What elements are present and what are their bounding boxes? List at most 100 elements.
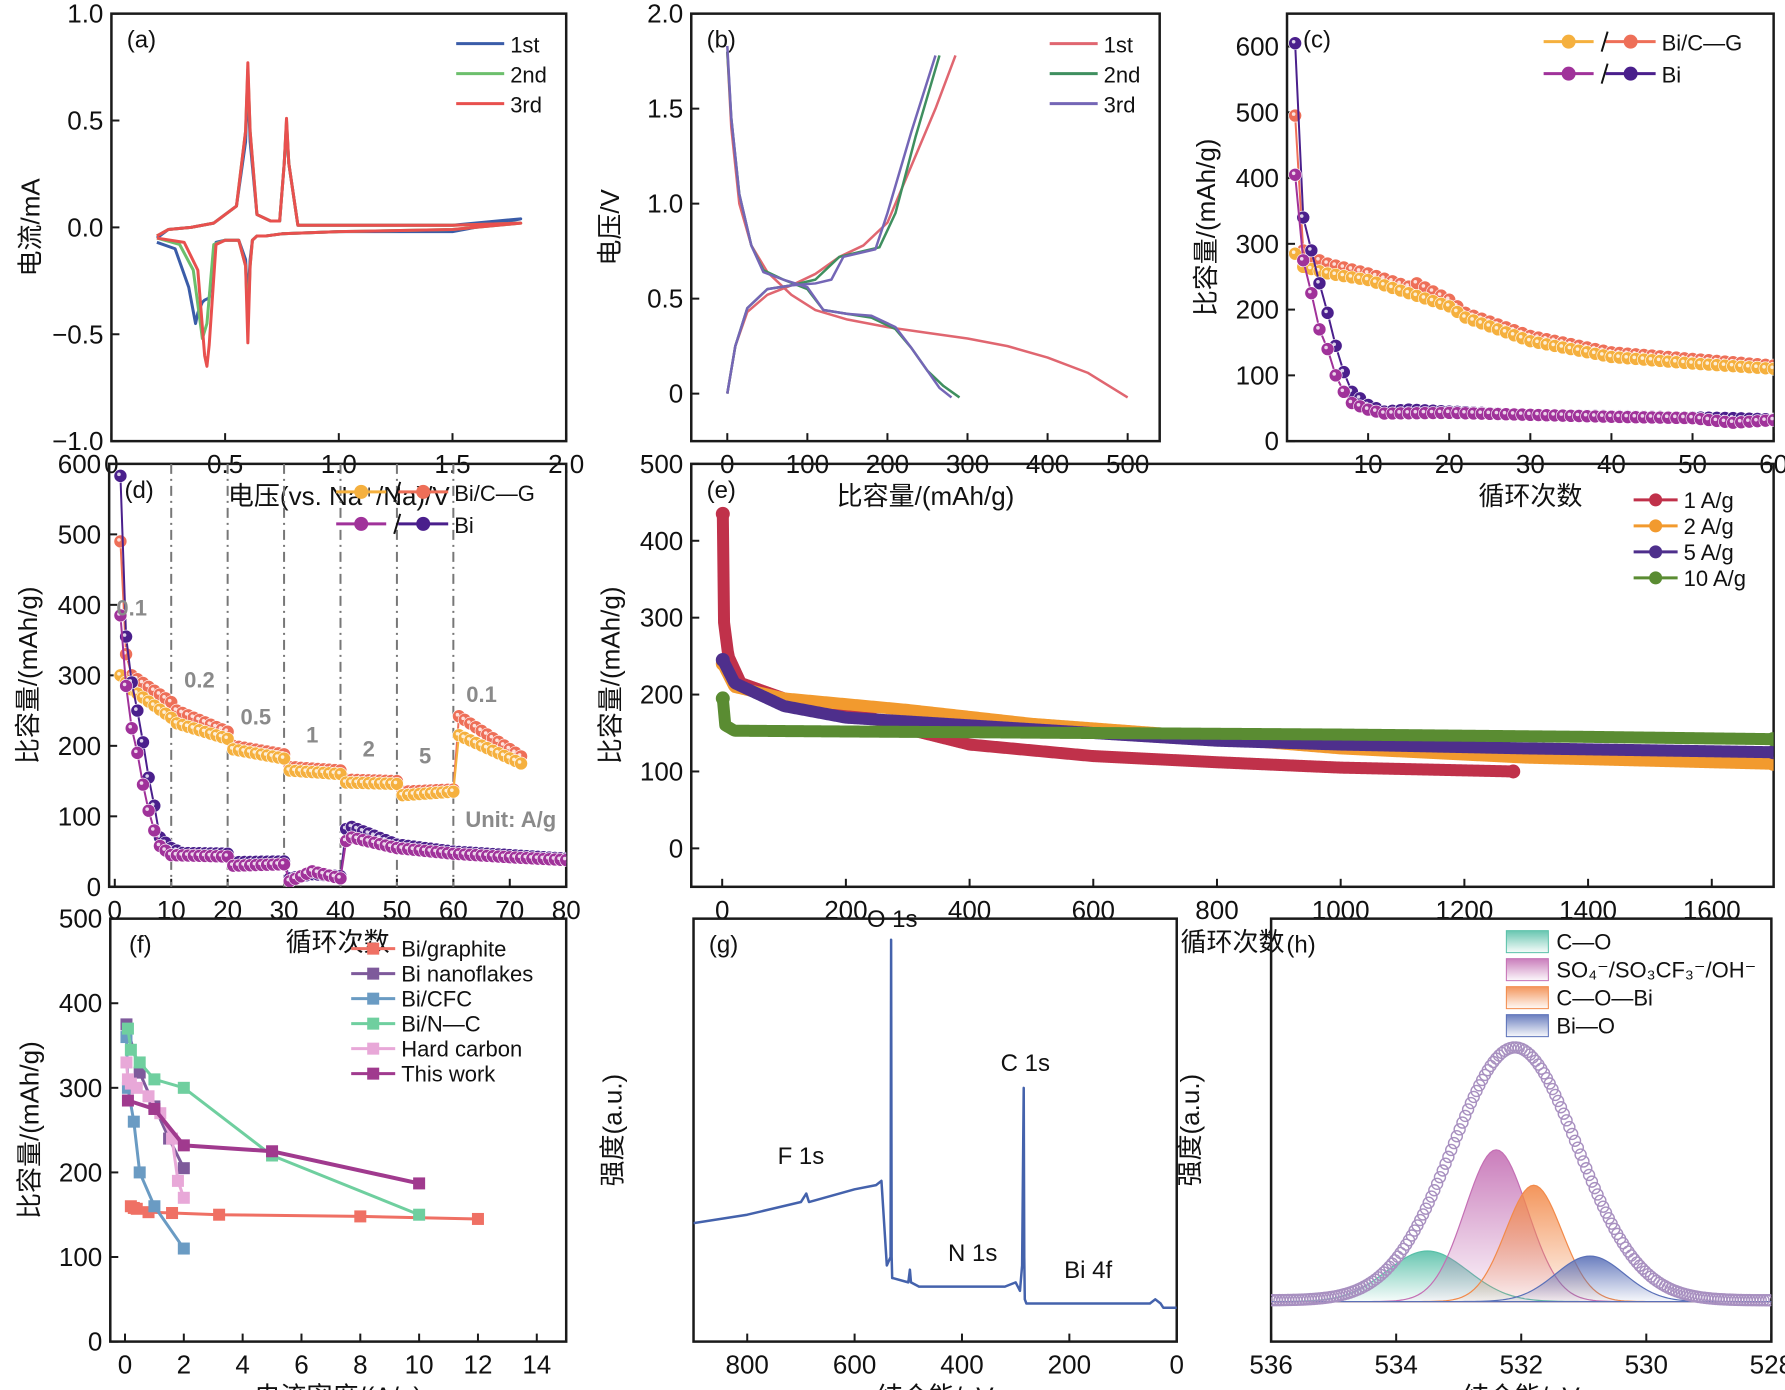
- data-point: [148, 1073, 161, 1086]
- x-tick-label: 14: [522, 1350, 551, 1380]
- legend-marker: [1623, 34, 1638, 49]
- data-point-highlight: [1502, 328, 1507, 333]
- data-point-highlight: [1543, 341, 1547, 345]
- legend-label: C—O: [1556, 930, 1611, 955]
- data-point: [147, 823, 162, 838]
- data-point: [715, 691, 730, 706]
- y-tick-label: 200: [58, 731, 101, 761]
- panel-g: 800 600 400 200 0 结合能/eV 强度(a.u.) (g) O 1s F 1s N …: [598, 906, 1184, 1390]
- data-point: [1766, 732, 1774, 747]
- data-point-highlight: [337, 770, 341, 775]
- plot-area: [120, 1018, 484, 1255]
- rate-label: 1: [306, 722, 318, 747]
- data-point-highlight: [506, 745, 511, 750]
- data-point-highlight: [1437, 409, 1442, 414]
- measured-data-point: [1425, 1190, 1438, 1203]
- data-point-highlight: [1705, 416, 1710, 421]
- data-point-highlight: [472, 739, 477, 744]
- x-tick-label: 30: [270, 895, 299, 925]
- measured-data-point: [1563, 1120, 1576, 1134]
- data-point: [166, 1207, 179, 1220]
- data-point-highlight: [1656, 357, 1661, 362]
- data-point-highlight: [1470, 317, 1474, 321]
- data-point-highlight: [1518, 334, 1523, 339]
- y-tick-label: 100: [58, 801, 101, 831]
- data-point: [1320, 306, 1335, 320]
- data-point-highlight: [1559, 344, 1564, 348]
- y-axis-label: 比容量/(mAh/g): [595, 587, 625, 765]
- measured-data-point: [1591, 1188, 1604, 1201]
- data-point-highlight: [337, 875, 341, 879]
- y-tick-label: 500: [58, 519, 101, 549]
- data-point: [1312, 276, 1327, 291]
- x-tick-label: 400: [940, 1350, 983, 1380]
- data-point-highlight: [1405, 289, 1409, 294]
- data-point-highlight: [354, 825, 358, 830]
- y-tick-label: −0.5: [52, 319, 103, 349]
- plot-area: [715, 506, 1774, 779]
- data-point-highlight: [1462, 409, 1466, 414]
- data-point-highlight: [1591, 413, 1596, 417]
- data-point: [1506, 764, 1521, 779]
- plot-area: [155, 61, 523, 368]
- legend-swatch: [1505, 958, 1549, 982]
- data-point-highlight: [1770, 416, 1774, 421]
- y-tick-label: 200: [59, 1157, 102, 1187]
- data-point-highlight: [1405, 409, 1409, 414]
- data-point-highlight: [1729, 419, 1734, 424]
- discharge-curve: [726, 45, 953, 399]
- legend-marker: [354, 484, 369, 499]
- rate-label: 0.5: [241, 705, 272, 730]
- data-point: [136, 777, 150, 792]
- measured-data-point: [1450, 1129, 1464, 1143]
- data-point-highlight: [1673, 358, 1677, 363]
- legend-label: Bi: [1662, 63, 1682, 88]
- data-point-highlight: [196, 716, 200, 721]
- data-point-highlight: [145, 683, 149, 688]
- data-point: [121, 1022, 134, 1035]
- peak-annotation: C 1s: [1001, 1050, 1050, 1077]
- x-tick-label: 400: [948, 895, 991, 925]
- data-point-highlight: [1332, 262, 1336, 266]
- data-point-highlight: [1324, 345, 1328, 350]
- measured-data-point: [1554, 1101, 1568, 1114]
- data-point: [171, 1174, 184, 1187]
- plot-frame: [690, 12, 1161, 443]
- data-point-highlight: [280, 860, 285, 865]
- data-point-highlight: [1559, 412, 1564, 416]
- legend-marker: [1561, 34, 1576, 49]
- data-point: [177, 1081, 190, 1094]
- data-point: [177, 1162, 190, 1175]
- data-point-highlight: [1697, 415, 1701, 420]
- legend-marker: [367, 967, 380, 980]
- data-point-highlight: [1632, 355, 1637, 360]
- data-point-highlight: [1437, 300, 1442, 304]
- data-point-highlight: [179, 709, 183, 714]
- data-point-highlight: [167, 714, 172, 718]
- data-point-highlight: [1299, 256, 1304, 261]
- panel-label: (g): [709, 932, 738, 959]
- data-point-highlight: [150, 702, 155, 706]
- data-point-highlight: [1608, 353, 1612, 358]
- x-axis-label: 结合能/eV: [877, 1382, 995, 1390]
- data-point-highlight: [1397, 280, 1401, 285]
- data-point-highlight: [1324, 270, 1328, 274]
- rate-label: 5: [419, 743, 431, 768]
- series-line: [716, 697, 1774, 746]
- data-point-highlight: [1551, 412, 1555, 416]
- x-tick-label: 8: [353, 1350, 367, 1380]
- legend-label: Bi/graphite: [401, 937, 506, 962]
- data-point-highlight: [1681, 359, 1685, 364]
- data-point-highlight: [134, 749, 138, 754]
- legend-label: This work: [401, 1062, 496, 1087]
- data-point-highlight: [1640, 356, 1645, 360]
- measured-data-point: [1459, 1109, 1472, 1123]
- data-point: [113, 608, 128, 623]
- data-point-highlight: [1405, 283, 1409, 287]
- data-point: [471, 1212, 484, 1225]
- data-point-highlight: [1364, 276, 1369, 281]
- legend-label: 1st: [510, 33, 539, 58]
- y-tick-label: 0.5: [67, 106, 103, 136]
- data-point: [130, 1202, 143, 1215]
- measured-data-point: [1551, 1094, 1565, 1108]
